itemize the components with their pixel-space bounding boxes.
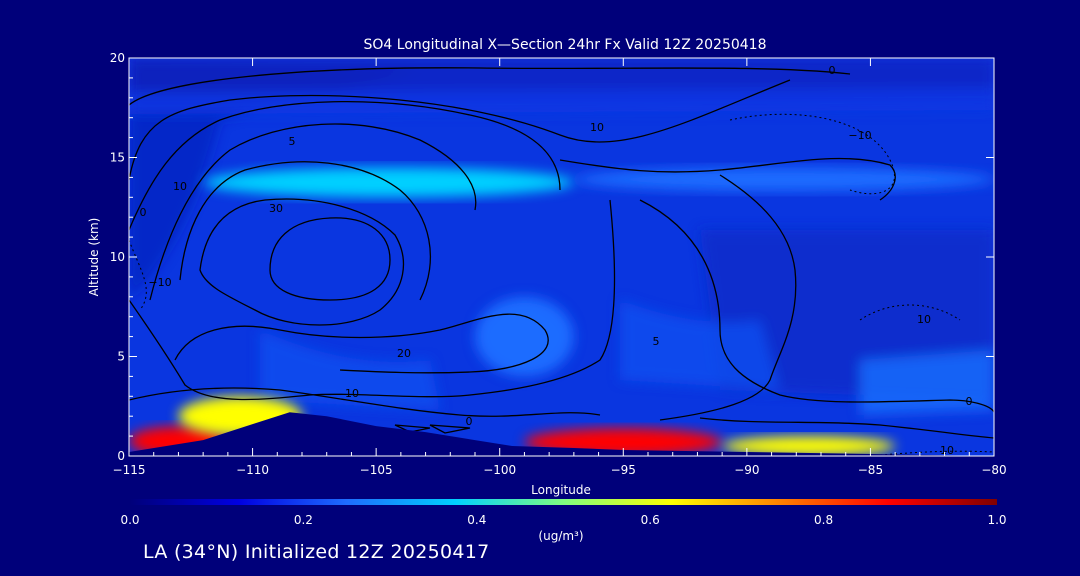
contour-label: 5	[289, 135, 296, 148]
contour-label: 0	[966, 395, 973, 408]
x-tick-label: −85	[858, 463, 883, 477]
colorbar-units: (ug/m³)	[538, 529, 583, 543]
contour-label: 5	[653, 335, 660, 348]
contour-label: 10	[590, 121, 604, 134]
y-tick-label: 15	[110, 151, 125, 165]
colorbar-tick-label: 0.6	[641, 513, 660, 527]
run-info: LA (34°N) Initialized 12Z 20250417	[143, 541, 490, 563]
x-tick-label: −110	[236, 463, 269, 477]
contour-label: 20	[397, 347, 411, 360]
colorbar-tick-label: 0.2	[294, 513, 313, 527]
x-tick-label: −80	[981, 463, 1006, 477]
contour-label: 0	[466, 415, 473, 428]
contour-lines-negative	[129, 113, 994, 456]
colorbar-tick-label: 0.0	[120, 513, 139, 527]
y-tick-label: 10	[110, 250, 125, 264]
concentration-region-6	[475, 296, 574, 377]
contour-label: −10	[848, 129, 871, 142]
plot-area: 10 5 10 0 30 20 10 0 5 10 −10 10 0 −10 0	[129, 58, 994, 457]
x-tick-label: −115	[113, 463, 146, 477]
colorbar-tick-label: 0.8	[814, 513, 833, 527]
x-tick-label: −100	[483, 463, 516, 477]
x-axis: −115 −110 −105 −100 −95 −90 −85 −80	[113, 58, 1007, 477]
contour-label: 10	[917, 313, 931, 326]
y-axis: 0 5 10 15 20	[110, 51, 994, 463]
contour-label: 30	[269, 202, 283, 215]
contour-label: 0	[140, 206, 147, 219]
y-axis-label: Altitude (km)	[87, 218, 101, 297]
y-tick-label: 5	[117, 350, 125, 364]
chart-title: SO4 Longitudinal X—Section 24hr Fx Valid…	[364, 37, 767, 53]
y-tick-label: 20	[110, 51, 125, 65]
concentration-region-3	[722, 436, 896, 456]
x-tick-label: −105	[360, 463, 393, 477]
x-tick-label: −95	[611, 463, 636, 477]
contour-label: 10	[940, 444, 954, 457]
contour-label: 10	[345, 387, 359, 400]
concentration-region-5	[573, 167, 994, 192]
terrain	[129, 412, 994, 456]
colorbar-tick-label: 0.4	[467, 513, 486, 527]
colorbar-ticks: 0.0 0.2 0.4 0.6 0.8 1.0	[120, 513, 1006, 527]
y-tick-label: 0	[117, 449, 125, 463]
contour-label: 10	[173, 180, 187, 193]
colorbar	[130, 499, 997, 505]
x-tick-label: −90	[734, 463, 759, 477]
background-shading	[129, 58, 994, 415]
contour-labels: 10 5 10 0 30 20 10 0 5 10 −10 10 0 −10 0	[140, 64, 973, 457]
contour-label: 0	[829, 64, 836, 77]
contour-lines	[129, 67, 994, 439]
contour-label: −10	[148, 276, 171, 289]
x-axis-label: Longitude	[531, 483, 591, 497]
colorbar-tick-label: 1.0	[987, 513, 1006, 527]
